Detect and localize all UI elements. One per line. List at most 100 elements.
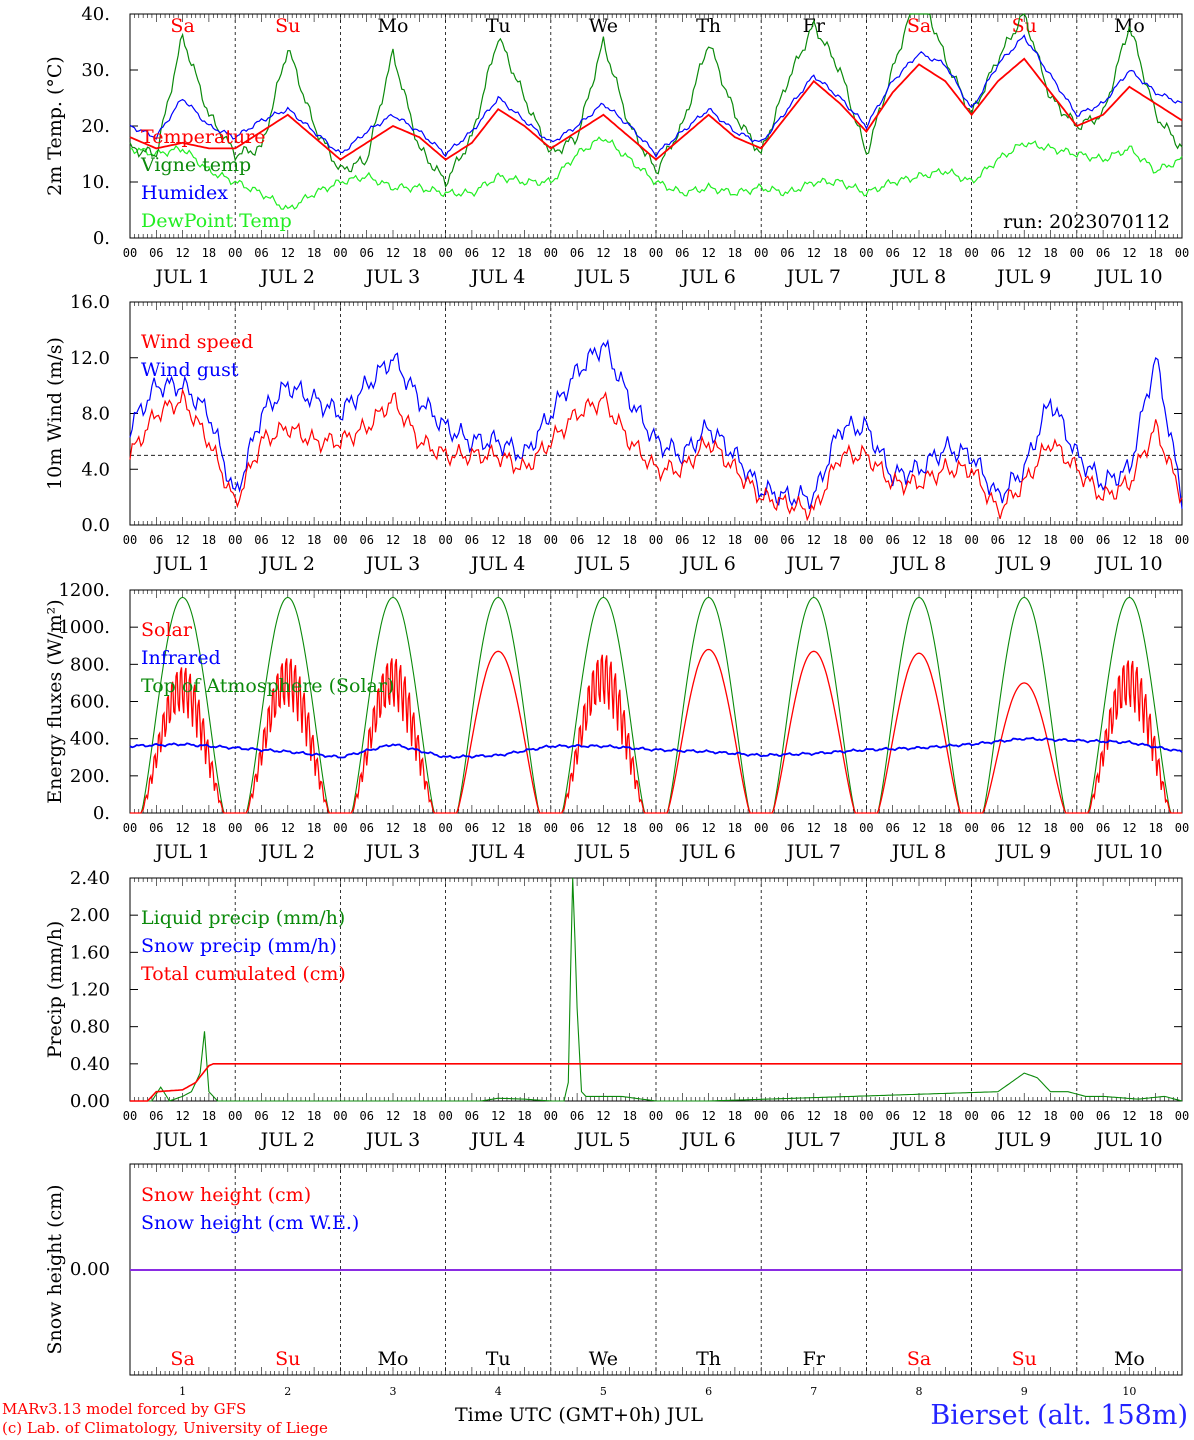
- hour-tick-label: 00: [859, 246, 873, 260]
- y-tick-label: 0.0: [81, 515, 110, 536]
- hour-tick-label: 00: [649, 246, 663, 260]
- hour-tick-label: 00: [754, 821, 768, 835]
- legend-entry: Solar: [141, 619, 193, 641]
- hour-tick-label: 18: [728, 1109, 742, 1123]
- hour-tick-label: 18: [202, 533, 216, 547]
- hour-tick-label: 00: [964, 246, 978, 260]
- y-axis-title: Snow height (cm): [44, 1184, 66, 1354]
- day-abbr-bottom: Sa: [170, 1348, 194, 1370]
- hour-tick-label: 12: [491, 821, 505, 835]
- day-number: 10: [1122, 1385, 1136, 1398]
- date-label: JUL 8: [890, 841, 946, 863]
- y-tick-label: 0.: [93, 228, 110, 249]
- hour-tick-label: 06: [675, 533, 689, 547]
- day-abbr-top: Mo: [1114, 15, 1145, 37]
- y-tick-label: 20.: [81, 116, 110, 137]
- series-line-vigne-temp: [129, 13, 1183, 189]
- legend-entry: Top of Atmosphere (Solar): [141, 675, 394, 697]
- hour-tick-label: 18: [728, 533, 742, 547]
- y-axis-title: 10m Wind (m/s): [44, 337, 66, 490]
- series-line-liquid-precip-mm-h-: [130, 877, 1183, 1102]
- y-axis-2: 0.0 4.0 8.0 12.0 16.0 10m Wind (m/s): [44, 292, 1182, 536]
- date-label: JUL 5: [574, 266, 630, 288]
- hour-tick-label: 00: [228, 1109, 242, 1123]
- hour-tick-label: 18: [938, 246, 952, 260]
- y-tick-label: 0.: [93, 803, 110, 824]
- hour-tick-label: 06: [254, 821, 268, 835]
- day-number: 8: [916, 1385, 923, 1398]
- day-abbr-bottom: Sa: [907, 1348, 931, 1370]
- date-label: JUL 1: [153, 553, 209, 575]
- series-line-solar: [130, 648, 1182, 814]
- hour-tick-label: 06: [149, 1109, 163, 1123]
- hour-tick-label: 12: [596, 1109, 610, 1123]
- day-number: 6: [705, 1385, 712, 1398]
- day-abbr-top: Sa: [170, 15, 194, 37]
- day-abbr-top: We: [589, 15, 618, 37]
- series-line-infrared: [129, 736, 1183, 759]
- x-axis-labels-3: 00 06 12 18 JUL 1 00 06 12 18 JUL 2 00 06 12 18 JUL 3 0…: [123, 821, 1189, 863]
- legend-entry: Wind speed: [141, 331, 253, 353]
- hour-tick-label: 12: [281, 533, 295, 547]
- hour-tick-label: 00: [544, 533, 558, 547]
- y-tick-label: 8.0: [81, 404, 110, 425]
- date-label: JUL 10: [1094, 841, 1162, 863]
- day-number: 3: [390, 1385, 397, 1398]
- hour-tick-label: 06: [570, 246, 584, 260]
- hour-tick-label: 00: [1070, 246, 1084, 260]
- legend-2: Wind speed Wind gust: [141, 331, 253, 381]
- y-axis-1: 0. 10. 20. 30. 40. 2m Temp. (°C): [44, 4, 1182, 249]
- hour-tick-label: 06: [780, 533, 794, 547]
- hour-tick-label: 12: [912, 821, 926, 835]
- hour-tick-label: 00: [544, 1109, 558, 1123]
- legend-entry: Vigne temp: [140, 154, 251, 176]
- hour-tick-label: 06: [254, 246, 268, 260]
- hour-tick-label: 12: [596, 821, 610, 835]
- hour-tick-label: 06: [675, 821, 689, 835]
- hour-tick-label: 18: [622, 533, 636, 547]
- legend-entry: Snow height (cm W.E.): [141, 1212, 359, 1234]
- hour-tick-label: 18: [833, 533, 847, 547]
- hour-tick-label: 18: [833, 246, 847, 260]
- hour-tick-label: 00: [333, 1109, 347, 1123]
- hour-tick-label: 00: [859, 821, 873, 835]
- hour-tick-label: 12: [701, 533, 715, 547]
- day-abbr-bottom: Mo: [1114, 1348, 1145, 1370]
- hour-tick-label: 00: [333, 821, 347, 835]
- y-tick-label: 2.00: [70, 905, 110, 926]
- panel-2: [129, 301, 1183, 526]
- hour-tick-label: 12: [807, 821, 821, 835]
- hour-tick-label: 12: [175, 533, 189, 547]
- hour-tick-label: 18: [1148, 533, 1162, 547]
- day-number: 7: [810, 1385, 817, 1398]
- date-label: JUL 8: [890, 553, 946, 575]
- hour-tick-label: 00: [333, 533, 347, 547]
- hour-tick-label: 00: [964, 1109, 978, 1123]
- hour-tick-label: 06: [991, 246, 1005, 260]
- hour-tick-label: 00: [438, 1109, 452, 1123]
- y-axis-5: Snow height (cm): [44, 1184, 66, 1354]
- hour-tick-label: 18: [517, 533, 531, 547]
- y-tick-label: 1.60: [70, 942, 110, 963]
- hour-tick-label: 00: [649, 821, 663, 835]
- hour-tick-label: 00: [228, 821, 242, 835]
- hour-tick-label: 12: [386, 821, 400, 835]
- day-abbr-bottom: Su: [1012, 1348, 1037, 1370]
- hour-tick-label: 18: [412, 246, 426, 260]
- hour-tick-label: 18: [1043, 1109, 1057, 1123]
- day-abbr-top: Su: [275, 15, 300, 37]
- date-label: JUL 9: [995, 841, 1051, 863]
- hour-tick-label: 00: [544, 246, 558, 260]
- hour-tick-label: 06: [254, 533, 268, 547]
- date-label: JUL 7: [785, 266, 841, 288]
- hour-tick-label: 12: [912, 533, 926, 547]
- hour-tick-label: 00: [964, 533, 978, 547]
- hour-tick-label: 12: [281, 1109, 295, 1123]
- hour-tick-label: 00: [1175, 246, 1189, 260]
- hour-tick-label: 06: [570, 533, 584, 547]
- hour-tick-label: 12: [807, 246, 821, 260]
- hour-tick-label: 06: [359, 246, 373, 260]
- hour-tick-label: 00: [123, 246, 137, 260]
- model-credit: MARv3.13 model forced by GFS: [2, 1400, 247, 1418]
